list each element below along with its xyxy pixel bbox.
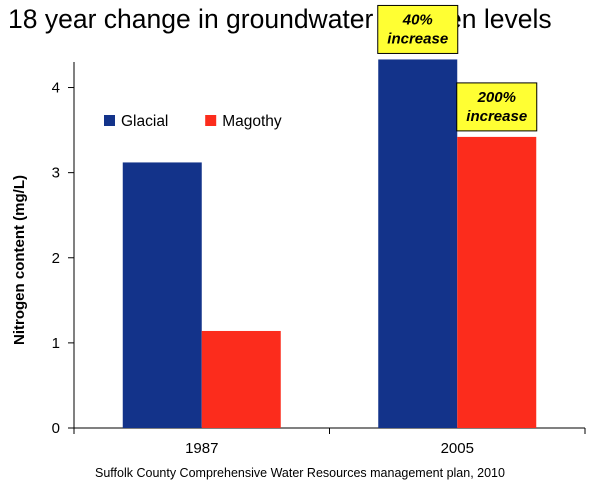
legend-swatch-magothy <box>205 115 217 126</box>
bar-magothy-2005 <box>457 136 537 428</box>
source-note: Suffolk County Comprehensive Water Resou… <box>95 466 505 480</box>
y-tick-label: 2 <box>52 250 60 267</box>
x-axis: 1987 2005 <box>73 427 586 457</box>
annotation-box <box>377 4 459 54</box>
y-tick-label: 1 <box>52 335 60 352</box>
bar-magothy-1987 <box>201 330 281 428</box>
bars <box>122 59 537 429</box>
y-tick-label: 3 <box>52 165 60 182</box>
annotation-text: 40% <box>402 11 433 28</box>
annotation-text: increase <box>387 30 448 47</box>
legend-swatch-glacial <box>104 115 115 126</box>
x-tick-label: 1987 <box>185 440 218 457</box>
annotation-callout: 200% increase <box>456 82 538 132</box>
bar-glacial-2005 <box>378 59 458 429</box>
legend: Glacial Magothy <box>104 113 282 130</box>
bar-glacial-1987 <box>122 162 202 429</box>
y-axis-label: Nitrogen content (mg/L) <box>11 175 28 345</box>
annotations: 40% increase 200% increase <box>377 4 538 132</box>
legend-label-magothy: Magothy <box>222 113 282 130</box>
legend-label-glacial: Glacial <box>121 113 168 130</box>
annotation-text: increase <box>466 108 527 125</box>
annotation-text: 200% <box>477 89 516 106</box>
y-tick-label: 4 <box>52 80 60 97</box>
y-tick-label: 0 <box>52 420 60 437</box>
chart-title: 18 year change in groundwater nitrogen l… <box>8 4 552 34</box>
x-tick-label: 2005 <box>441 440 474 457</box>
annotation-callout: 40% increase <box>377 4 459 54</box>
y-axis: 0 1 2 3 4 Nitrogen content (mg/L) <box>11 62 75 437</box>
annotation-box <box>456 82 538 132</box>
